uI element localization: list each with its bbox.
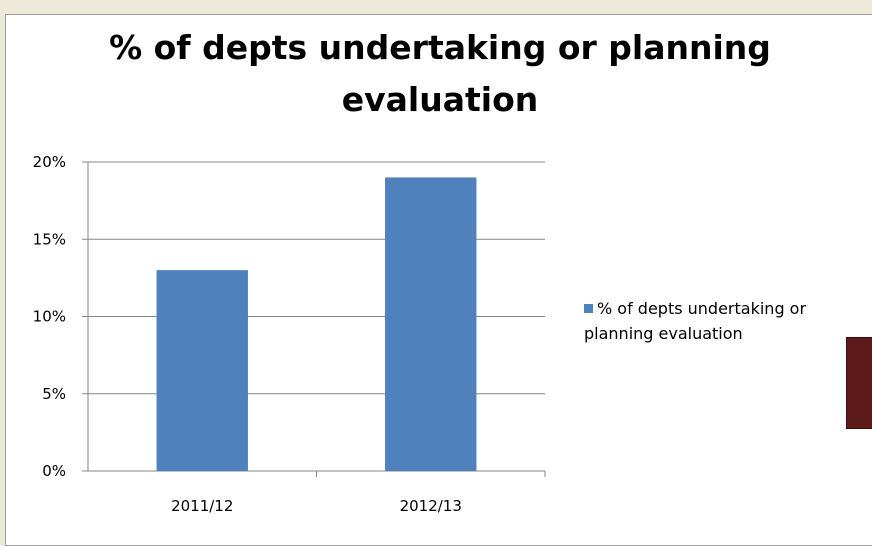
legend-swatch bbox=[584, 304, 593, 313]
side-panel-box bbox=[846, 337, 872, 429]
legend-label: % of depts undertaking or planning evalu… bbox=[584, 299, 807, 343]
y-tick-label: 5% bbox=[42, 385, 66, 403]
chart-title: % of depts undertaking or planning evalu… bbox=[109, 28, 771, 119]
legend: % of depts undertaking or planning evalu… bbox=[584, 296, 872, 346]
y-tick-label: 10% bbox=[33, 308, 66, 326]
tick-labels: 0% 5% 10% 15% 20% 2011/12 2012/13 bbox=[33, 153, 462, 515]
y-tick-label: 15% bbox=[33, 230, 66, 248]
bar bbox=[385, 177, 477, 471]
bars bbox=[156, 177, 477, 471]
x-tick-label: 2011/12 bbox=[171, 497, 233, 515]
y-tick-label: 0% bbox=[42, 462, 66, 480]
bar bbox=[156, 270, 248, 471]
y-tick-label: 20% bbox=[33, 153, 66, 171]
bar-chart: 0% 5% 10% 15% 20% 2011/12 2012/13 bbox=[33, 153, 546, 515]
x-tick-label: 2012/13 bbox=[400, 497, 462, 515]
